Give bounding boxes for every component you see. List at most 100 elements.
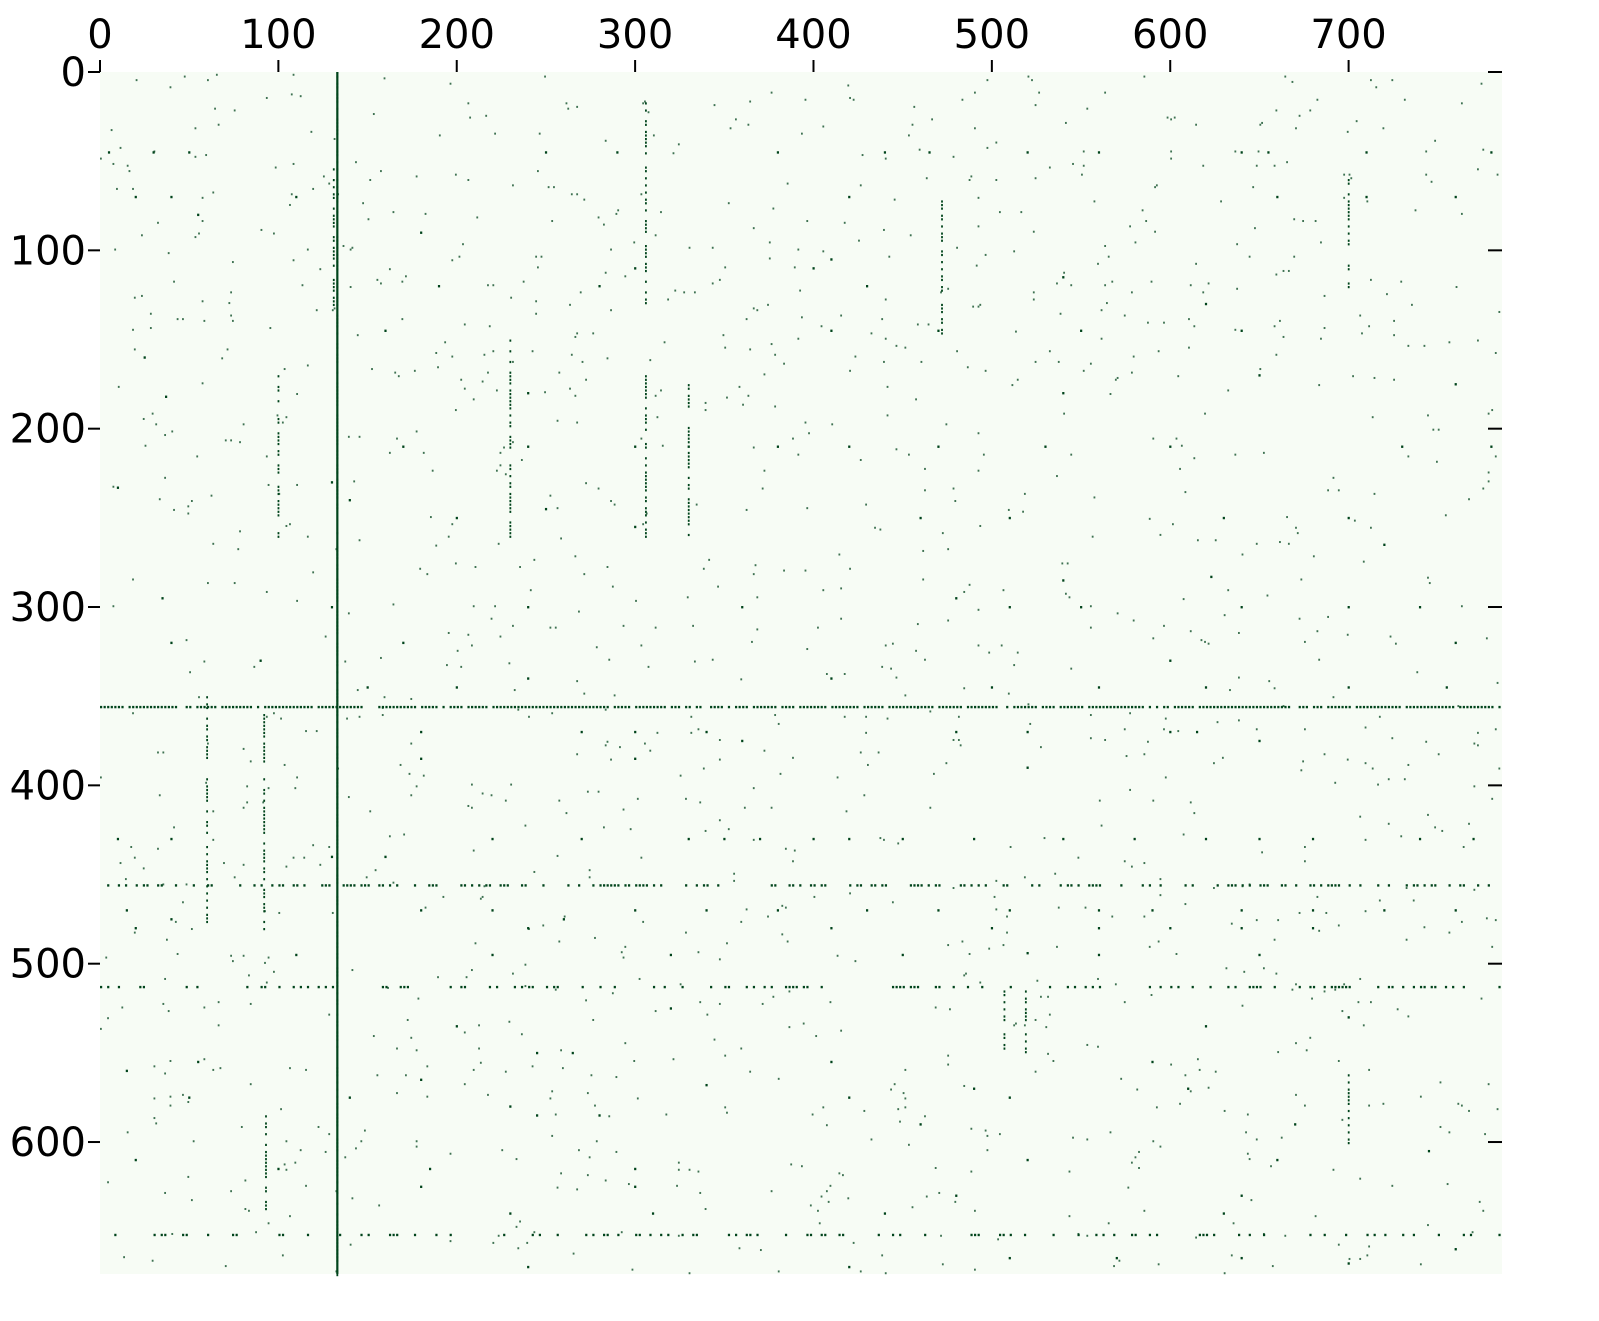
heatmap-cell	[1347, 203, 1350, 207]
sparse-cells	[100, 73, 1501, 1275]
heatmap-cell	[1252, 186, 1255, 189]
heatmap-cell	[1348, 985, 1351, 989]
heatmap-cell	[199, 705, 203, 709]
heatmap-cell	[1298, 617, 1301, 620]
heatmap-cell	[1150, 994, 1153, 997]
heatmap-cell	[895, 448, 898, 451]
heatmap-cell	[1359, 1257, 1362, 1260]
heatmap-cell	[970, 884, 973, 887]
heatmap-cell	[799, 884, 802, 887]
heatmap-cell	[809, 884, 813, 887]
heatmap-cell	[277, 400, 280, 403]
heatmap-cell	[1370, 278, 1372, 281]
heatmap-cell	[435, 1233, 438, 1237]
heatmap-cell	[336, 553, 339, 556]
heatmap-cell	[277, 503, 280, 506]
heatmap-cell	[1130, 371, 1133, 374]
heatmap-cell	[206, 746, 209, 749]
heatmap-cell	[206, 724, 209, 727]
heatmap-cell	[537, 266, 539, 269]
heatmap-cell	[235, 1233, 238, 1237]
heatmap-cell	[1213, 1233, 1216, 1237]
heatmap-cell	[449, 82, 452, 85]
heatmap-cell	[1234, 705, 1237, 709]
heatmap-cell	[290, 193, 293, 196]
heatmap-cell	[358, 715, 361, 718]
heatmap-cell	[1052, 1233, 1055, 1237]
heatmap-cell	[192, 1140, 195, 1143]
heatmap-cell	[372, 113, 375, 116]
heatmap-cell	[336, 813, 339, 817]
heatmap-cell	[1377, 705, 1380, 709]
heatmap-cell	[718, 1002, 721, 1005]
point-95	[1026, 766, 1029, 769]
heatmap-cell	[481, 792, 484, 795]
heatmap-cell	[336, 293, 339, 296]
heatmap-cell	[570, 705, 574, 709]
heatmap-cell	[984, 369, 987, 372]
heatmap-cell	[194, 127, 197, 130]
heatmap-cell	[852, 1241, 855, 1244]
heatmap-cell	[336, 731, 339, 735]
heatmap-cell	[332, 196, 335, 200]
point-182	[1222, 1212, 1225, 1215]
heatmap-cell	[336, 268, 339, 271]
heatmap-cell	[1143, 862, 1146, 865]
heatmap-cell	[206, 696, 209, 699]
heatmap-cell	[747, 394, 750, 397]
heatmap-cell	[463, 1031, 466, 1034]
heatmap-cell	[392, 1233, 395, 1237]
heatmap-cell	[1141, 209, 1144, 212]
heatmap-cell	[456, 705, 459, 709]
heatmap-cell	[1327, 884, 1330, 887]
heatmap-cell	[610, 500, 612, 503]
heatmap-cell	[336, 706, 339, 710]
heatmap-cell	[1434, 884, 1437, 887]
heatmap-cell	[1261, 121, 1263, 124]
heatmap-cell	[645, 512, 648, 515]
heatmap-cell	[292, 985, 295, 989]
heatmap-cell	[157, 751, 159, 754]
heatmap-cell	[1159, 884, 1162, 887]
heatmap-cell	[1295, 983, 1297, 986]
heatmap-cell	[620, 1231, 623, 1234]
heatmap-cell	[224, 705, 228, 709]
point-118	[420, 909, 423, 912]
point-40	[634, 445, 637, 448]
heatmap-cell	[114, 248, 117, 251]
heatmap-cell	[290, 93, 293, 96]
heatmap-cell	[859, 884, 863, 887]
heatmap-cell	[1202, 1233, 1205, 1237]
heatmap-cell	[328, 1013, 331, 1016]
point-101	[580, 837, 583, 841]
heatmap-cell	[638, 1233, 641, 1237]
heatmap-cell	[688, 246, 691, 249]
heatmap-cell	[1444, 705, 1448, 709]
heatmap-cell	[686, 596, 689, 599]
heatmap-cell	[578, 610, 580, 613]
heatmap-cell	[1077, 705, 1080, 709]
heatmap-cell	[718, 738, 721, 741]
heatmap-cell	[336, 303, 339, 307]
heatmap-cell	[1347, 211, 1350, 214]
heatmap-cell	[742, 705, 745, 709]
heatmap-cell	[681, 985, 684, 989]
heatmap-cell	[649, 1233, 652, 1237]
heatmap-cell	[1013, 250, 1016, 253]
heatmap-cell	[1250, 1199, 1253, 1202]
heatmap-cell	[1455, 286, 1458, 289]
heatmap-cell	[884, 1272, 887, 1275]
heatmap-cell	[1293, 218, 1296, 221]
heatmap-cell	[339, 1233, 342, 1237]
heatmap-cell	[263, 721, 266, 724]
heatmap-cell	[336, 549, 339, 553]
heatmap-cell	[336, 756, 339, 760]
heatmap-cell	[499, 451, 502, 454]
heatmap-cell	[1270, 705, 1273, 709]
point-186	[1008, 1256, 1011, 1260]
heatmap-cell	[146, 884, 149, 887]
heatmap-cell	[435, 544, 438, 547]
heatmap-cell	[206, 860, 209, 863]
heatmap-cell	[995, 141, 998, 144]
heatmap-cell	[925, 1195, 928, 1198]
